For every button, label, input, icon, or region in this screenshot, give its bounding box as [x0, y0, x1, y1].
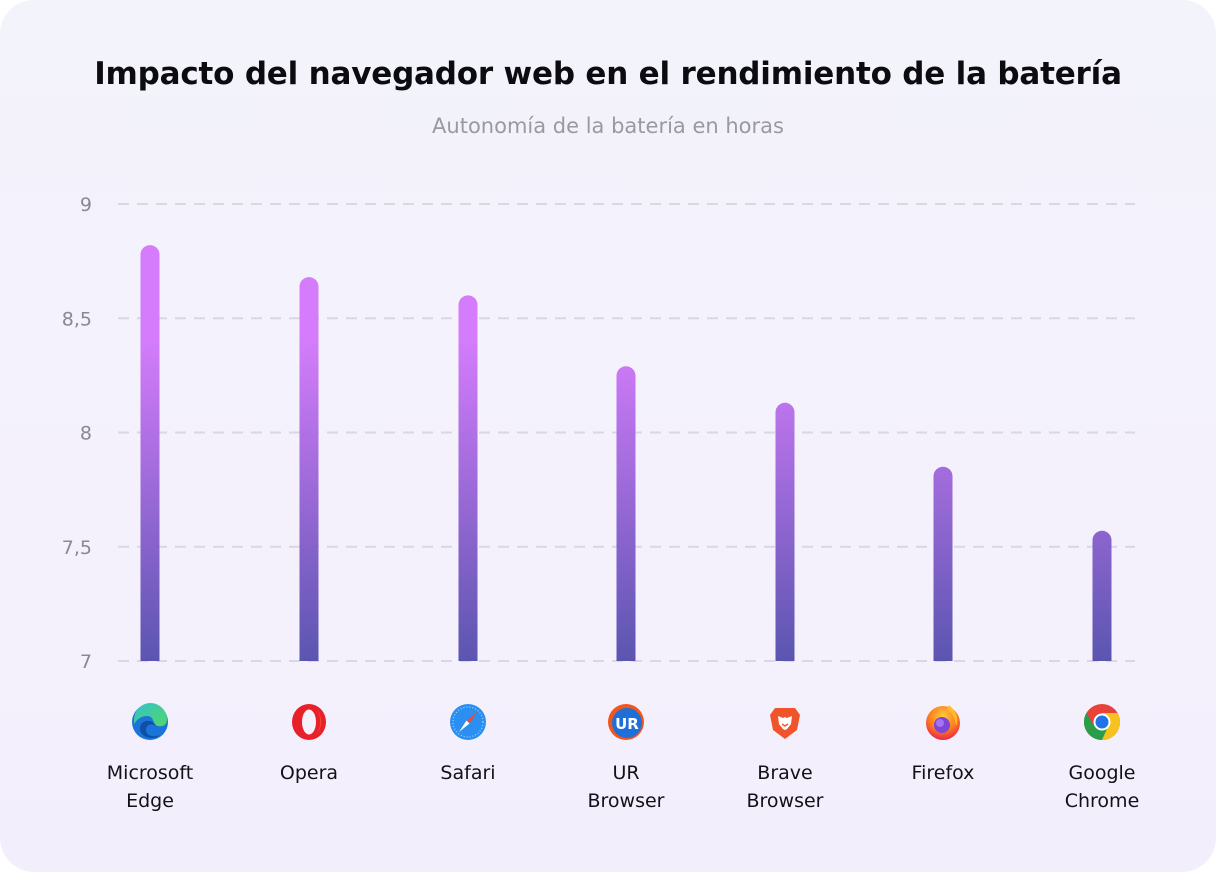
x-tick-label-line: Google [1068, 762, 1136, 784]
x-tick-label-line: Browser [587, 790, 665, 812]
x-tick-label: Brave Browser [710, 759, 860, 815]
edge-icon [130, 702, 170, 742]
x-tick-label: Firefox [868, 759, 1018, 787]
x-tick-label-line: Microsoft [106, 762, 194, 784]
x-tick-label-line: Opera [279, 762, 339, 784]
bar-safari [458, 295, 478, 661]
brave-icon [765, 702, 805, 742]
x-tick-label-line: Safari [440, 762, 496, 784]
bar-opera [299, 277, 319, 661]
x-tick-label-line: Brave [757, 762, 813, 784]
safari-icon [448, 702, 488, 742]
ur-browser-icon: UR [606, 702, 646, 742]
bars [140, 245, 1112, 661]
y-tick-label: 7,5 [62, 537, 92, 559]
firefox-icon [923, 702, 963, 742]
x-tick-label-line: Chrome [1064, 790, 1140, 812]
x-tick-label: Safari [393, 759, 543, 787]
x-tick-label: Microsoft Edge [75, 759, 225, 815]
bar-microsoft-edge [140, 245, 160, 661]
x-tick-label: Google Chrome [1027, 759, 1177, 815]
y-tick-label: 7 [80, 651, 92, 673]
y-axis-ticks: 9 8,5 8 7,5 7 [62, 194, 92, 673]
opera-icon [289, 702, 329, 742]
y-tick-label: 8 [80, 423, 92, 445]
y-tick-label: 9 [80, 194, 92, 216]
chart-subtitle: Autonomía de la batería en horas [432, 114, 784, 138]
x-tick-label-line: UR [612, 762, 640, 784]
bar-ur-browser [616, 366, 636, 661]
x-tick-label: Opera [234, 759, 384, 787]
y-tick-label: 8,5 [62, 308, 92, 330]
bar-google-chrome [1092, 530, 1112, 661]
bar-firefox [933, 466, 953, 661]
bar-brave-browser [775, 402, 795, 661]
x-tick-label-line: Firefox [911, 762, 975, 784]
chart-title: Impacto del navegador web en el rendimie… [94, 56, 1122, 92]
x-tick-label-line: Edge [126, 790, 174, 812]
x-tick-label: UR Browser [551, 759, 701, 815]
svg-text:UR: UR [615, 715, 639, 733]
x-tick-label-line: Browser [746, 790, 824, 812]
chrome-icon [1082, 702, 1122, 742]
